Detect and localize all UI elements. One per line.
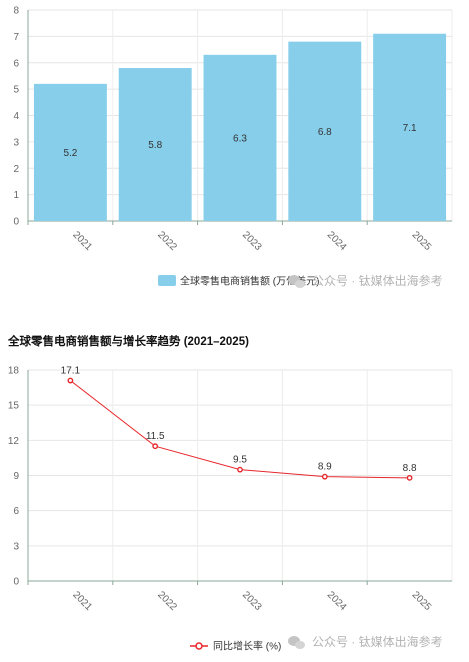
y-tick-label: 3 (13, 541, 19, 552)
x-tick-label: 2021 (70, 589, 94, 613)
bar-value-label: 6.8 (318, 127, 332, 138)
data-point (237, 466, 243, 473)
bar (118, 68, 192, 222)
legend-label: 全球零售电商销售额 (万亿美元) (180, 275, 319, 288)
y-tick-label: 1 (13, 190, 19, 201)
bar (203, 54, 277, 222)
y-tick-label: 4 (13, 111, 19, 122)
watermark-top: 公众号 · 钛媒体出海参考 (312, 273, 443, 288)
y-tick-label: 0 (13, 217, 19, 228)
y-tick-label: 18 (8, 366, 20, 377)
x-tick-label: 2025 (410, 229, 434, 253)
x-tick-label: 2024 (325, 589, 349, 613)
watermark-bottom: 公众号 · 钛媒体出海参考 (312, 634, 443, 649)
y-tick-label: 2 (13, 164, 19, 175)
y-tick-label: 6 (13, 506, 19, 517)
y-tick-label: 8 (13, 6, 19, 17)
x-tick-label: 2022 (155, 589, 179, 613)
x-tick-label: 2023 (240, 589, 264, 613)
x-tick-label: 2023 (240, 229, 264, 253)
data-point (321, 473, 328, 480)
point-value-label: 11.5 (146, 431, 165, 442)
x-tick-label: 2025 (410, 589, 434, 613)
bar-chart: 0 1 2 3 4 5 6 7 8 5.2 5.8 6.3 6.8 7.1 2021 2022 2023 2024… (13, 6, 453, 288)
y-tick-label: 0 (13, 577, 19, 588)
bar (373, 33, 447, 221)
line-chart-title: 全球零售电商销售额与增长率趋势 (2021–2025) (7, 334, 249, 348)
legend-marker (195, 642, 203, 650)
wechat-icon-bottom (288, 636, 305, 649)
x-tick-label: 2024 (325, 229, 349, 253)
x-tick-label: 2021 (70, 229, 94, 253)
data-point (67, 377, 74, 384)
y-tick-label: 15 (8, 401, 20, 412)
y-tick-label: 9 (13, 471, 19, 482)
line-chart: 0 3 6 9 12 15 18 17.1 11.5 9.5 8.9 8.8 2021 2022 2023 2… (8, 366, 453, 653)
bar (33, 83, 107, 221)
legend-label: 同比增长率 (%) (213, 640, 281, 653)
y-tick-label: 6 (13, 58, 19, 69)
point-value-label: 8.8 (403, 463, 417, 474)
wechat-icon-top (288, 275, 305, 288)
bar-value-label: 6.3 (233, 133, 247, 144)
bar (288, 41, 362, 222)
bar-value-label: 7.1 (403, 123, 417, 134)
legend-swatch (158, 275, 176, 286)
y-tick-label: 3 (13, 137, 19, 148)
point-value-label: 17.1 (61, 366, 81, 377)
bar-value-label: 5.8 (148, 140, 162, 151)
point-value-label: 9.5 (233, 455, 247, 466)
point-value-label: 8.9 (318, 462, 332, 473)
y-tick-label: 12 (8, 436, 20, 447)
data-point (152, 443, 159, 450)
y-tick-label: 5 (13, 85, 19, 96)
data-point (406, 474, 413, 481)
bar-value-label: 5.2 (63, 148, 77, 159)
x-tick-label: 2022 (155, 229, 179, 253)
y-tick-label: 7 (13, 32, 19, 43)
